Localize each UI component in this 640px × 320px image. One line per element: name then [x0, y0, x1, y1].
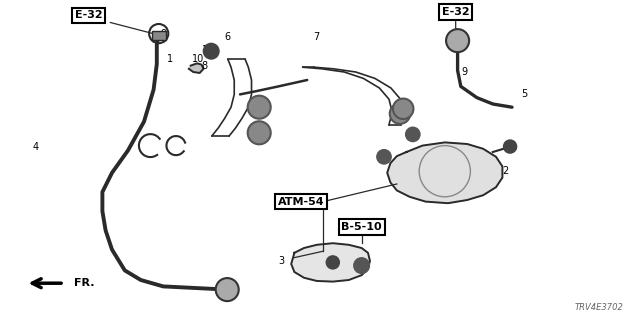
- Text: 3: 3: [278, 256, 285, 266]
- Circle shape: [204, 44, 219, 59]
- Polygon shape: [189, 63, 204, 73]
- Text: 9: 9: [400, 104, 406, 114]
- Text: 13: 13: [355, 259, 368, 269]
- Polygon shape: [291, 243, 370, 282]
- Text: 8: 8: [202, 60, 208, 71]
- Circle shape: [390, 103, 410, 124]
- Text: 2: 2: [502, 166, 509, 176]
- Text: 9: 9: [262, 128, 269, 138]
- Text: 13: 13: [378, 152, 390, 162]
- Text: E-32: E-32: [74, 10, 102, 20]
- Circle shape: [354, 258, 369, 273]
- Circle shape: [216, 278, 239, 301]
- Circle shape: [446, 29, 469, 52]
- Text: 9: 9: [227, 286, 234, 296]
- Circle shape: [248, 96, 271, 119]
- Polygon shape: [387, 142, 502, 203]
- Text: 12: 12: [202, 44, 214, 55]
- Text: 5: 5: [522, 89, 528, 100]
- Text: 13: 13: [406, 129, 419, 140]
- Text: 9: 9: [461, 67, 467, 77]
- Circle shape: [326, 256, 339, 269]
- Circle shape: [377, 150, 391, 164]
- Text: ATM-54: ATM-54: [278, 196, 324, 207]
- Circle shape: [406, 127, 420, 141]
- Circle shape: [504, 140, 516, 153]
- Text: 6: 6: [224, 32, 230, 42]
- Text: 4: 4: [32, 142, 38, 152]
- Text: E-32: E-32: [442, 7, 470, 17]
- Text: 10: 10: [192, 54, 205, 64]
- Text: B-5-10: B-5-10: [341, 222, 382, 232]
- Text: 9: 9: [160, 28, 166, 39]
- Text: TRV4E3702: TRV4E3702: [575, 303, 624, 312]
- Text: FR.: FR.: [74, 278, 94, 288]
- Text: 11: 11: [506, 142, 518, 152]
- FancyBboxPatch shape: [152, 31, 166, 40]
- Text: 9: 9: [461, 32, 467, 42]
- Text: 1: 1: [166, 54, 173, 64]
- Circle shape: [248, 121, 271, 144]
- Text: 9: 9: [262, 99, 269, 109]
- Text: 7: 7: [314, 32, 320, 42]
- Circle shape: [393, 99, 413, 119]
